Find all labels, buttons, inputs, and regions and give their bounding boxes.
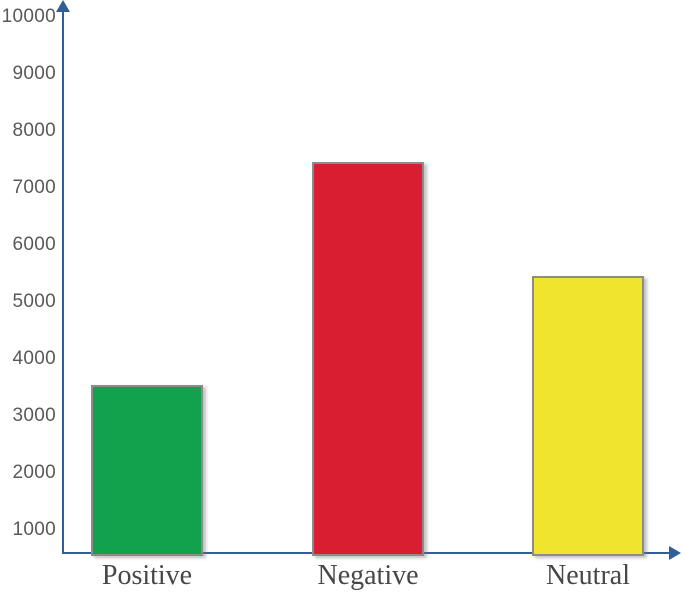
y-tick-label: 5000 [12, 291, 56, 312]
category-label-positive: Positive [101, 560, 193, 591]
y-tick-label: 10000 [1, 6, 56, 27]
y-tick-label: 9000 [12, 63, 56, 84]
y-tick-label: 6000 [12, 234, 56, 255]
y-tick-label: 2000 [12, 462, 56, 483]
y-axis-line [62, 8, 64, 554]
y-tick-label: 4000 [12, 348, 56, 369]
bar-positive [91, 384, 203, 556]
y-axis-arrow-icon [56, 0, 70, 12]
x-axis-arrow-icon [669, 546, 681, 560]
category-label-negative: Negative [317, 560, 419, 591]
y-tick-label: 7000 [12, 177, 56, 198]
bar-neutral [532, 276, 644, 556]
y-tick-label: 3000 [12, 405, 56, 426]
y-tick-label: 8000 [12, 120, 56, 141]
bar-negative [312, 162, 424, 556]
y-tick-label: 1000 [12, 519, 56, 540]
category-label-neutral: Neutral [546, 560, 630, 591]
